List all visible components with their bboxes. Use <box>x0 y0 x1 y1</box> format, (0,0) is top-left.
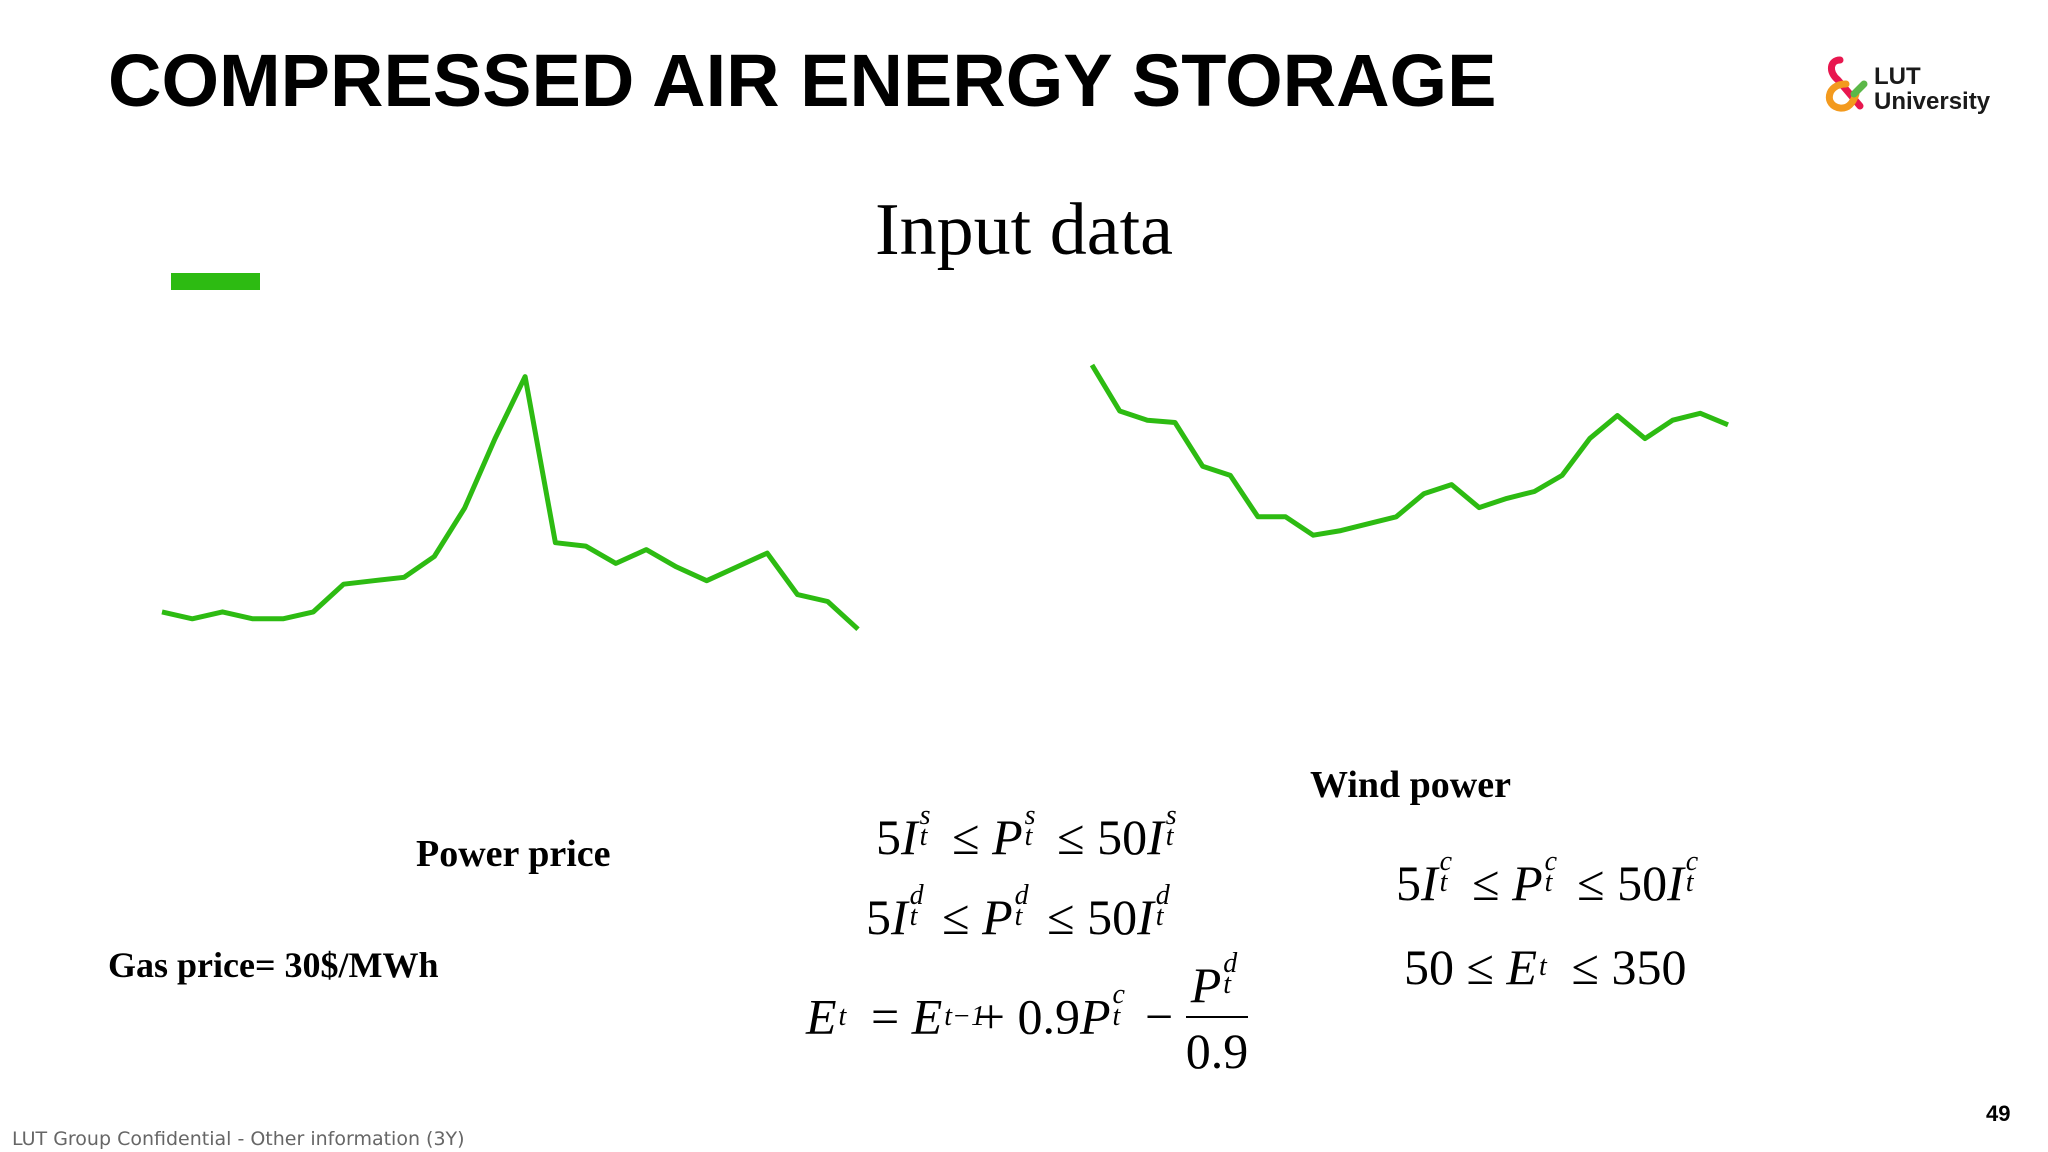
lut-logo <box>1818 54 1998 118</box>
accent-bar <box>171 273 260 290</box>
wind-power-line <box>1089 363 1729 538</box>
gas-price-label: Gas price= 30$/MWh <box>108 945 439 985</box>
ampersand-logo-icon <box>1826 56 1868 112</box>
wind-power-label: Wind power <box>1310 764 1511 806</box>
footer-confidential: LUT Group Confidential - Other informati… <box>12 1128 465 1150</box>
logo-line-2: University <box>1874 88 1991 115</box>
slide-title: COMPRESSED AIR ENERGY STORAGE <box>108 39 1497 122</box>
power-price-chart <box>161 374 860 632</box>
power-price-label: Power price <box>416 833 611 875</box>
power-price-line <box>161 374 860 632</box>
page-number: 49 <box>1986 1101 2011 1126</box>
wind-power-chart <box>1089 363 1729 538</box>
logo-text: LUT University <box>1874 64 1990 114</box>
slide-subtitle: Input data <box>875 189 1173 271</box>
logo-line-1: LUT <box>1874 63 1921 90</box>
